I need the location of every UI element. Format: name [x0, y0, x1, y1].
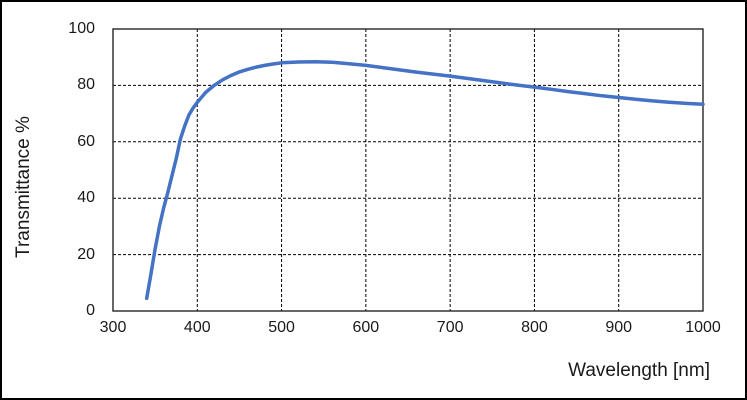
- y-tick-label: 0: [86, 302, 95, 319]
- x-axis-title: Wavelength [nm]: [568, 360, 710, 381]
- y-tick-label: 40: [77, 189, 95, 207]
- x-tick-label: 800: [521, 319, 548, 336]
- x-tick-label: 900: [605, 319, 633, 336]
- x-tick-label: 500: [268, 319, 295, 336]
- plot-border: [112, 28, 704, 312]
- x-tick-label: 1000: [685, 319, 721, 336]
- x-tick-label: 300: [99, 319, 127, 336]
- transmittance-curve: [144, 59, 705, 301]
- x-tick-label: 700: [436, 319, 464, 336]
- x-tick-label: 600: [352, 319, 380, 336]
- x-tick-label: 400: [183, 319, 211, 336]
- y-tick-label: 100: [68, 20, 95, 37]
- y-tick-label: 20: [77, 245, 95, 263]
- y-tick-label: 80: [77, 76, 95, 94]
- y-axis-title: Transmittance %: [13, 116, 34, 258]
- y-tick-label: 60: [77, 132, 95, 150]
